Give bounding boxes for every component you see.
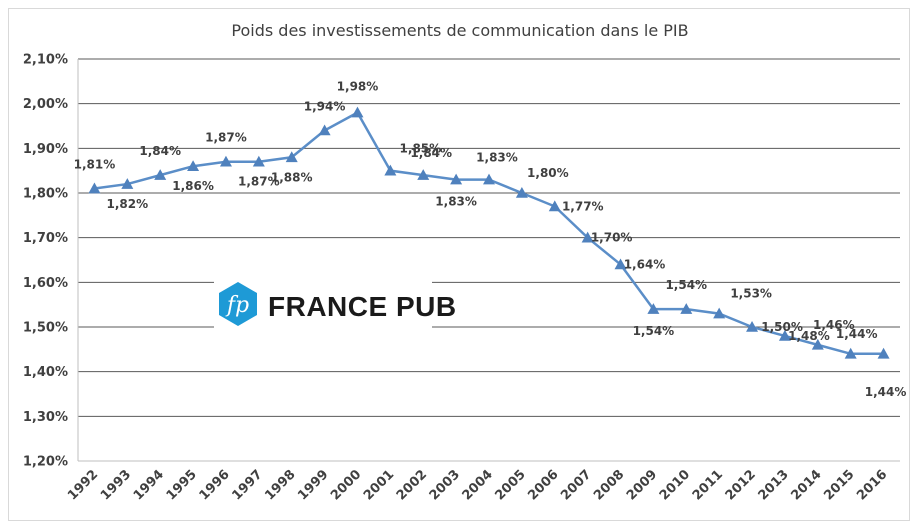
x-tick-label: 1998 — [262, 467, 298, 503]
logo-text: FRANCE PUB — [268, 291, 457, 322]
data-label: 1,44% — [865, 385, 907, 399]
x-tick-label: 2015 — [821, 467, 857, 503]
y-tick-label: 2,10% — [23, 53, 68, 68]
data-point-marker — [877, 347, 890, 359]
data-markers — [88, 106, 890, 359]
data-point-marker — [417, 169, 430, 180]
fp-hexagon-icon — [219, 282, 257, 326]
data-label: 1,77% — [562, 199, 604, 213]
data-label: 1,54% — [665, 278, 707, 292]
data-point-marker — [614, 258, 627, 270]
data-label: 1,46% — [813, 318, 855, 332]
data-point-marker — [778, 329, 791, 341]
data-point-marker — [811, 338, 824, 350]
x-tick-label: 1997 — [229, 467, 265, 503]
data-label: 1,94% — [304, 99, 346, 113]
x-tick-label: 1993 — [98, 467, 134, 503]
x-tick-label: 1999 — [295, 467, 331, 503]
x-tick-label: 2012 — [723, 467, 759, 503]
data-point-marker — [88, 182, 101, 194]
data-label: 1,70% — [591, 231, 633, 245]
x-tick-label: 2003 — [427, 467, 463, 503]
data-point-marker — [252, 155, 265, 167]
data-point-marker — [121, 178, 134, 189]
data-point-marker — [384, 164, 397, 176]
data-label: 1,87% — [238, 175, 280, 189]
y-tick-label: 1,90% — [23, 142, 68, 157]
logo-mark: fp — [225, 293, 249, 318]
data-label: 1,84% — [410, 146, 452, 160]
data-point-marker — [318, 124, 331, 136]
data-label: 1,82% — [106, 197, 148, 211]
data-point-marker — [450, 173, 463, 185]
x-tick-label: 2016 — [854, 467, 890, 503]
x-tick-label: 2013 — [756, 467, 792, 503]
chart-title: Poids des investissements de communicati… — [231, 21, 688, 40]
x-tick-label: 2011 — [690, 467, 726, 503]
data-point-marker — [219, 155, 232, 167]
data-point-marker — [515, 187, 528, 198]
france-pub-logo: fp FRANCE PUB — [214, 276, 457, 334]
x-tick-label: 2007 — [558, 467, 594, 503]
data-point-marker — [581, 231, 594, 243]
x-tick-label: 1994 — [131, 467, 167, 503]
x-tick-label: 2006 — [525, 467, 561, 503]
y-tick-label: 1,50% — [23, 321, 68, 336]
x-tick-label: 2014 — [788, 467, 824, 503]
data-point-marker — [680, 303, 693, 314]
data-label: 1,50% — [761, 320, 803, 334]
x-tick-label: 2004 — [460, 467, 496, 503]
data-label: 1,80% — [527, 166, 569, 180]
gridlines — [77, 58, 900, 462]
data-label: 1,48% — [788, 329, 830, 343]
data-point-marker — [844, 347, 857, 359]
x-tick-label: 2008 — [591, 467, 627, 503]
data-point-marker — [548, 200, 561, 212]
data-label: 1,64% — [624, 257, 666, 271]
x-tick-label: 1996 — [197, 467, 233, 503]
x-tick-label: 2010 — [657, 467, 693, 503]
data-label: 1,53% — [730, 287, 772, 301]
x-tick-label: 1995 — [164, 467, 200, 503]
y-tick-label: 1,70% — [23, 231, 68, 246]
data-point-marker — [647, 303, 660, 314]
data-labels: 1,81%1,82%1,84%1,86%1,87%1,87%1,88%1,94%… — [74, 80, 907, 399]
y-tick-label: 2,00% — [23, 97, 68, 112]
data-label: 1,81% — [74, 158, 116, 172]
data-label: 1,54% — [633, 324, 675, 338]
data-label: 1,44% — [836, 327, 878, 341]
data-label: 1,85% — [400, 142, 442, 156]
y-tick-label: 1,40% — [23, 365, 68, 380]
y-tick-label: 1,60% — [23, 276, 68, 291]
data-point-marker — [285, 151, 298, 163]
y-axis-ticks: 1,20% 1,30% 1,40% 1,50% 1,60% 1,70% 1,80% 1,90%… — [23, 53, 68, 470]
data-label: 1,83% — [435, 195, 477, 209]
data-label: 1,83% — [476, 151, 518, 165]
data-label: 1,87% — [205, 131, 247, 145]
x-tick-label: 2001 — [361, 467, 397, 503]
x-tick-label: 2000 — [328, 467, 364, 503]
x-axis-ticks: 1992199319941995199619971998199920002001… — [65, 467, 890, 503]
y-tick-label: 1,20% — [23, 455, 68, 470]
data-point-marker — [483, 173, 495, 185]
x-tick-label: 2005 — [493, 467, 529, 503]
y-tick-label: 1,30% — [23, 410, 68, 425]
data-point-marker — [154, 169, 167, 180]
data-point-marker — [351, 106, 364, 118]
y-tick-label: 1,80% — [23, 187, 68, 202]
data-point-marker — [746, 321, 759, 332]
x-tick-label: 2009 — [624, 467, 660, 503]
data-label: 1,86% — [172, 179, 214, 193]
x-tick-label: 1992 — [65, 467, 101, 503]
data-point-marker — [187, 160, 200, 171]
x-tick-label: 2002 — [394, 467, 430, 503]
data-label: 1,88% — [271, 170, 313, 184]
data-point-marker — [713, 307, 726, 319]
data-label: 1,98% — [337, 80, 379, 94]
data-label: 1,84% — [139, 144, 181, 158]
chart-frame — [8, 8, 910, 521]
